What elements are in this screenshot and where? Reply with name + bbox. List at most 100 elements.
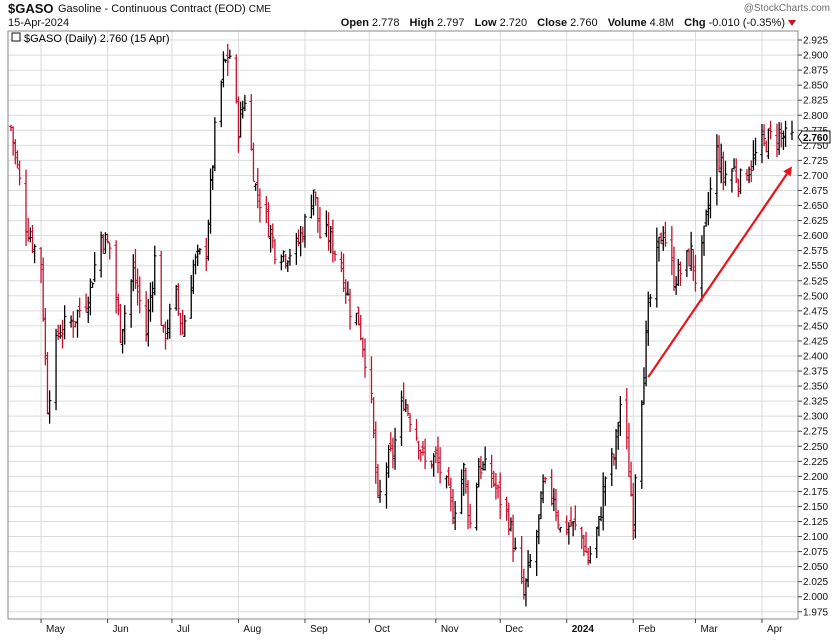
ohlc-bar bbox=[176, 283, 181, 316]
ohlc-bar bbox=[406, 404, 410, 417]
ohlc-bar bbox=[41, 257, 45, 322]
y-tick-label: 2.000 bbox=[803, 592, 828, 603]
x-tick-label: Sep bbox=[310, 624, 328, 635]
ohlc-bar bbox=[661, 226, 666, 251]
ohlc-bar bbox=[676, 258, 681, 286]
ohlc-bar bbox=[603, 476, 608, 506]
instrument-description: Gasoline - Continuous Contract (EOD) CME bbox=[58, 3, 271, 15]
ohlc-bar bbox=[489, 454, 494, 488]
ohlc-bar bbox=[723, 160, 728, 186]
ohlc-bar bbox=[494, 473, 498, 500]
ohlc-bar bbox=[273, 239, 277, 265]
ohlc-bar bbox=[294, 232, 299, 265]
ohlc-bar bbox=[159, 250, 163, 327]
ohlc-bar bbox=[779, 122, 784, 148]
ohlc-bar bbox=[704, 209, 708, 227]
ohlc-bar bbox=[678, 261, 683, 286]
ohlc-bar bbox=[414, 419, 419, 441]
ohlc-bar bbox=[354, 312, 359, 326]
y-tick-label: 2.200 bbox=[803, 472, 828, 483]
ohlc-bar bbox=[672, 246, 676, 291]
ohlc-bar bbox=[702, 225, 706, 256]
ohlc-bar bbox=[423, 438, 427, 470]
down-triangle-icon bbox=[788, 20, 796, 27]
x-tick-label: Mar bbox=[700, 624, 718, 635]
ohlc-bar bbox=[114, 240, 118, 314]
ohlc-bar bbox=[715, 134, 719, 206]
low-value: 2.720 bbox=[499, 17, 528, 29]
ohlc-bar bbox=[614, 428, 618, 470]
ohlc-bar bbox=[210, 165, 215, 191]
ohlc-bar bbox=[328, 226, 333, 254]
ohlc-bar bbox=[133, 248, 138, 290]
y-tick-label: 2.500 bbox=[803, 291, 828, 302]
ohlc-bar bbox=[766, 128, 771, 160]
y-tick-label: 2.275 bbox=[803, 427, 828, 438]
ohlc-bar bbox=[504, 496, 509, 521]
brand-watermark[interactable]: @StockCharts.com bbox=[743, 3, 830, 14]
y-tick-label: 2.050 bbox=[803, 562, 828, 573]
ohlc-bar bbox=[648, 294, 653, 308]
y-tick-label: 2.625 bbox=[803, 216, 828, 227]
ohlc-bar bbox=[618, 396, 623, 437]
ohlc-bar bbox=[195, 244, 200, 266]
ohlc-bar bbox=[236, 96, 241, 153]
description-text: Gasoline - Continuous Contract (EOD) bbox=[58, 3, 246, 15]
ohlc-bar bbox=[99, 231, 103, 278]
ohlc-bar bbox=[633, 474, 638, 539]
last-price-marker: 2.760 bbox=[797, 130, 831, 144]
ohlc-bar bbox=[434, 446, 438, 464]
ohlc-bar bbox=[564, 515, 569, 536]
ohlc-bar bbox=[84, 293, 88, 313]
ohlc-bar bbox=[43, 307, 48, 366]
y-tick-label: 2.600 bbox=[803, 231, 828, 242]
ohlc-bar bbox=[506, 502, 511, 536]
ohlc-bar bbox=[543, 476, 548, 484]
ohlc-bar bbox=[401, 382, 406, 411]
y-tick-label: 2.350 bbox=[803, 382, 828, 393]
y-tick-label: 2.425 bbox=[803, 336, 828, 347]
ohlc-bar bbox=[266, 202, 271, 238]
ohlc-bar bbox=[663, 221, 668, 247]
ohlc-bar bbox=[479, 456, 483, 479]
ohlc-bar bbox=[777, 122, 781, 155]
ohlc-bar bbox=[339, 251, 344, 273]
ohlc-bar bbox=[640, 400, 644, 489]
last-price-box bbox=[797, 130, 831, 144]
ohlc-bar bbox=[700, 235, 704, 302]
ohlc-bar bbox=[567, 522, 571, 545]
open-label: Open bbox=[340, 17, 369, 29]
ohlc-bar bbox=[129, 279, 133, 328]
ohlc-bar bbox=[24, 169, 28, 246]
ohlc-bar bbox=[730, 168, 734, 193]
ohlc-bar bbox=[745, 169, 749, 181]
chart-date: 15-Apr-2024 bbox=[8, 17, 70, 29]
y-tick-label: 2.475 bbox=[803, 306, 828, 317]
ohlc-bar bbox=[206, 219, 211, 261]
x-tick-label: Aug bbox=[243, 624, 261, 635]
ohlc-bar bbox=[599, 506, 603, 522]
ohlc-bar bbox=[131, 254, 136, 292]
ohlc-bar bbox=[511, 514, 515, 562]
ohlc-bar bbox=[558, 527, 563, 533]
ohlc-bar bbox=[341, 253, 346, 292]
y-tick-label: 2.300 bbox=[803, 412, 828, 423]
ohlc-bar bbox=[689, 231, 693, 271]
ohlc-bar bbox=[107, 242, 112, 260]
arrow-head-icon bbox=[783, 166, 792, 177]
x-tick-label: Oct bbox=[374, 624, 390, 635]
open-value: 2.778 bbox=[371, 17, 400, 29]
ohlc-bar bbox=[75, 309, 80, 338]
y-tick-label: 2.225 bbox=[803, 457, 828, 468]
ohlc-bar bbox=[431, 453, 436, 477]
ohlc-bar bbox=[71, 311, 76, 338]
chart-header: $GASO Gasoline - Continuous Contract (EO… bbox=[0, 0, 840, 32]
x-tick-label: Nov bbox=[441, 624, 459, 635]
x-tick-label: Apr bbox=[767, 624, 783, 635]
ohlc-bar bbox=[105, 233, 110, 244]
y-tick-label: 2.575 bbox=[803, 246, 828, 257]
y-tick-label: 2.700 bbox=[803, 171, 828, 182]
ohlc-bar bbox=[693, 254, 698, 292]
ohlc-bar bbox=[657, 236, 661, 262]
